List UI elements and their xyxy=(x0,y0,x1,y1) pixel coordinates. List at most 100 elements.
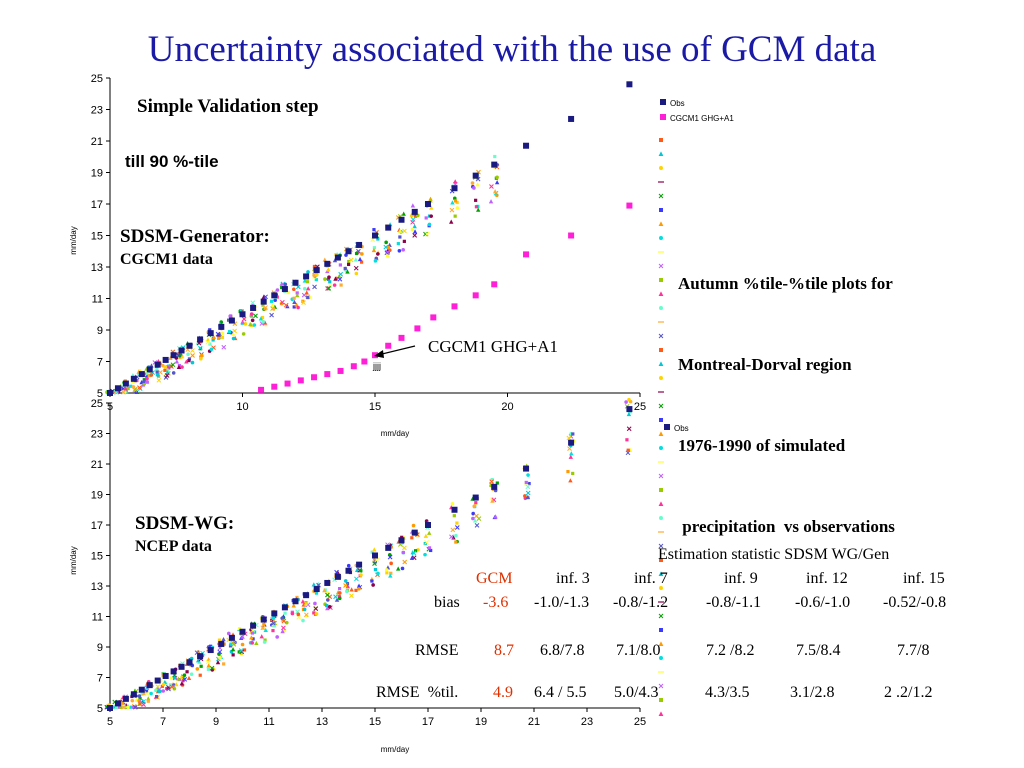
obs-point xyxy=(186,342,193,349)
x-tick-label: 21 xyxy=(528,716,540,728)
ensemble-point xyxy=(386,251,390,255)
ensemble-point xyxy=(568,478,573,483)
obs-point xyxy=(122,695,129,702)
ensemble-point xyxy=(353,257,359,262)
ensemble-point xyxy=(493,514,498,519)
ensemble-point xyxy=(149,691,153,696)
ensemble-point xyxy=(373,567,378,572)
ensemble-point xyxy=(455,200,459,205)
ensemble-point xyxy=(271,307,276,311)
ghg-point xyxy=(350,363,357,370)
stats-col-inf9: inf. 9 xyxy=(724,570,758,587)
ensemble-point xyxy=(326,267,331,272)
description-line: precipitation vs observations xyxy=(678,517,895,536)
ensemble-point xyxy=(220,331,225,336)
legend-marker xyxy=(658,543,664,549)
slide-title: Uncertainty associated with the use of G… xyxy=(147,29,877,70)
ensemble-point xyxy=(187,357,192,361)
stats-cell: 2 .2/1.2 xyxy=(884,684,933,701)
legend-entry: Obs xyxy=(670,99,685,108)
ensemble-point xyxy=(386,245,391,250)
legend-marker xyxy=(658,473,664,479)
ensemble-point xyxy=(370,550,374,554)
ensemble-point xyxy=(451,535,456,540)
ensemble-point xyxy=(186,675,192,681)
ensemble-point xyxy=(454,533,458,538)
ensemble-point xyxy=(625,438,629,442)
ensemble-point xyxy=(167,366,171,370)
stats-cell: 7.5/8.4 xyxy=(796,642,841,659)
ensemble-point xyxy=(303,601,309,606)
ensemble-point xyxy=(135,378,139,383)
obs-point xyxy=(178,347,185,354)
ensemble-point xyxy=(454,525,460,530)
y-tick-label: 23 xyxy=(91,429,103,441)
ensemble-point xyxy=(312,284,317,290)
ensemble-point xyxy=(166,686,171,692)
ensemble-point xyxy=(344,253,348,257)
ensemble-point xyxy=(137,694,142,698)
ensemble-point xyxy=(354,567,360,573)
ensemble-point xyxy=(312,611,316,615)
obs-point xyxy=(451,506,458,513)
obs-series xyxy=(107,406,633,711)
ensemble-point xyxy=(326,285,332,291)
ensemble-point xyxy=(376,571,380,576)
ensemble-point xyxy=(424,540,429,545)
ensemble-point xyxy=(413,214,418,218)
ensemble-point xyxy=(410,227,414,232)
ensemble-point xyxy=(371,583,375,587)
stats-cell: -0.6/-1.0 xyxy=(795,594,851,611)
y-tick-label: 11 xyxy=(92,294,103,306)
y-tick-label: 19 xyxy=(91,490,103,502)
ensemble-point xyxy=(155,684,161,690)
ensemble-point xyxy=(140,692,144,696)
ensemble-point xyxy=(165,367,171,372)
ghg-point xyxy=(297,377,304,384)
obs-point xyxy=(107,390,113,396)
ensemble-point xyxy=(294,302,299,307)
y-axis-title: mm/day xyxy=(69,546,78,574)
ensemble-point xyxy=(269,299,274,303)
obs-point xyxy=(186,659,193,666)
ensemble-point xyxy=(449,207,455,213)
ensemble-point xyxy=(262,622,266,627)
ensemble-point xyxy=(322,588,327,593)
obs-point xyxy=(197,653,204,660)
obs-point xyxy=(292,279,299,286)
stats-col-inf15: inf. 15 xyxy=(903,570,945,587)
obs-point xyxy=(154,361,161,368)
ensemble-point xyxy=(254,640,259,646)
obs-point xyxy=(303,273,310,280)
obs-point xyxy=(271,610,278,617)
stats-cell: 4.3/3.5 xyxy=(705,684,750,701)
ensemble-point xyxy=(327,604,332,609)
ensemble-point xyxy=(474,523,480,528)
ensemble-point xyxy=(306,270,310,274)
ensemble-point xyxy=(397,248,402,253)
ensemble-point xyxy=(199,353,204,358)
ensemble-point xyxy=(304,290,309,295)
obs-point xyxy=(146,366,153,373)
ensemble-point xyxy=(385,254,390,258)
ensemble-point xyxy=(343,583,348,588)
stats-col-inf7: inf. 7 xyxy=(634,570,668,587)
ensemble-point xyxy=(157,689,162,694)
ensemble-point xyxy=(206,663,211,668)
obs-point xyxy=(411,208,418,215)
ensemble-point xyxy=(566,435,572,441)
ensemble-point xyxy=(131,385,136,389)
x-tick-label: 9 xyxy=(213,716,219,728)
ensemble-point xyxy=(525,484,531,490)
ensemble-point xyxy=(345,589,349,594)
ensemble-point xyxy=(263,305,268,310)
ensemble-point xyxy=(137,701,143,707)
ensemble-point xyxy=(474,501,478,505)
ensemble-point xyxy=(182,676,188,682)
ensemble-point xyxy=(186,352,190,357)
ensemble-point xyxy=(450,502,455,506)
ensemble-point xyxy=(627,397,631,402)
ensemble-point xyxy=(376,252,380,256)
ensemble-point xyxy=(146,699,150,703)
